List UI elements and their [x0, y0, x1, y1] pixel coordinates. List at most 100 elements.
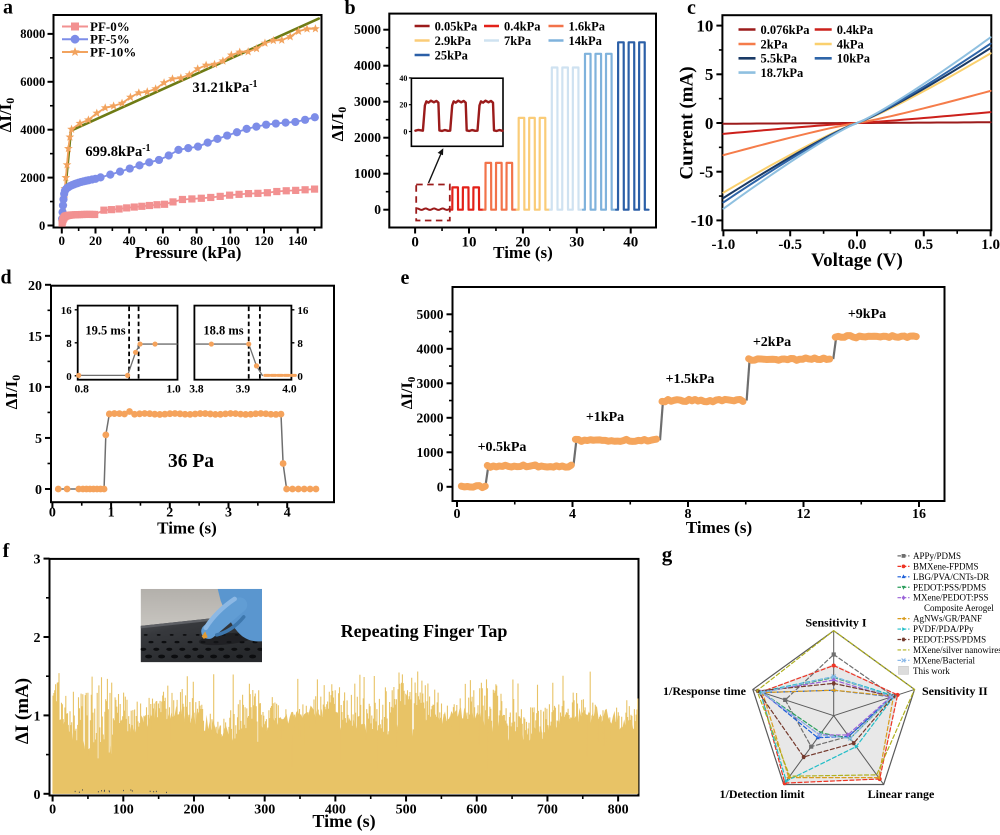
svg-text:4000: 4000: [20, 123, 45, 137]
svg-text:Current (mA): Current (mA): [677, 66, 698, 179]
svg-text:8000: 8000: [20, 27, 45, 41]
svg-text:4000: 4000: [417, 341, 444, 356]
svg-text:Repeating Finger Tap: Repeating Finger Tap: [341, 621, 508, 641]
svg-text:PF-5%: PF-5%: [90, 32, 130, 47]
svg-text:Pressure (kPa): Pressure (kPa): [135, 243, 242, 262]
svg-text:PVDF/PDA/PPy: PVDF/PDA/PPy: [913, 624, 974, 634]
svg-text:+0.5kPa: +0.5kPa: [478, 440, 527, 455]
svg-text:Time (s): Time (s): [157, 519, 217, 538]
svg-text:5: 5: [35, 432, 42, 447]
svg-text:g: g: [662, 542, 673, 566]
svg-text:36 Pa: 36 Pa: [168, 451, 214, 472]
svg-text:-0.5: -0.5: [778, 237, 802, 253]
svg-text:140: 140: [288, 233, 308, 248]
svg-text:0: 0: [66, 371, 72, 383]
svg-text:Voltage (V): Voltage (V): [811, 250, 903, 271]
svg-text:0.4kPa: 0.4kPa: [837, 23, 874, 37]
svg-text:0.076kPa: 0.076kPa: [761, 23, 811, 37]
svg-text:e: e: [401, 267, 410, 289]
svg-text:MXene/silver nanowires: MXene/silver nanowires: [913, 645, 1000, 655]
svg-text:PF-10%: PF-10%: [90, 45, 136, 60]
svg-text:40: 40: [623, 235, 638, 251]
svg-text:PF-0%: PF-0%: [90, 19, 130, 34]
svg-text:3.8: 3.8: [189, 384, 204, 396]
svg-text:10: 10: [696, 16, 713, 35]
svg-text:0: 0: [49, 506, 56, 521]
svg-text:+9kPa: +9kPa: [848, 307, 886, 322]
svg-text:8: 8: [685, 507, 692, 522]
svg-text:30: 30: [569, 235, 584, 251]
svg-text:3.9: 3.9: [236, 384, 251, 396]
svg-text:0: 0: [705, 114, 714, 133]
svg-text:ΔI (mA): ΔI (mA): [12, 678, 33, 744]
svg-text:4kPa: 4kPa: [837, 37, 865, 51]
svg-text:APPy/PDMS: APPy/PDMS: [913, 551, 961, 561]
svg-text:16: 16: [61, 305, 73, 317]
svg-text:8: 8: [66, 338, 72, 350]
svg-text:0: 0: [297, 371, 303, 383]
svg-text:MXene/PEDOT:PSS: MXene/PEDOT:PSS: [913, 593, 989, 603]
svg-text:0: 0: [35, 483, 42, 498]
svg-text:200: 200: [184, 803, 205, 818]
svg-text:12: 12: [797, 507, 811, 522]
svg-text:18.8 ms: 18.8 ms: [203, 324, 243, 338]
svg-text:Time (s): Time (s): [312, 811, 375, 832]
svg-text:1/Response time: 1/Response time: [663, 684, 747, 698]
svg-text:3: 3: [225, 506, 232, 521]
svg-text:1000: 1000: [354, 166, 381, 181]
svg-text:120: 120: [254, 233, 274, 248]
svg-text:1: 1: [34, 709, 41, 724]
svg-text:Sensitivity I: Sensitivity I: [805, 616, 866, 630]
svg-text:16: 16: [912, 507, 926, 522]
svg-text:Composite Aerogel: Composite Aerogel: [924, 603, 994, 613]
svg-text:0: 0: [49, 803, 56, 818]
svg-text:5000: 5000: [354, 22, 381, 37]
svg-text:600: 600: [466, 803, 487, 818]
svg-text:6000: 6000: [20, 75, 45, 89]
svg-text:400: 400: [325, 803, 346, 818]
svg-text:f: f: [3, 540, 10, 562]
svg-text:2000: 2000: [354, 130, 381, 145]
svg-text:0.05kPa: 0.05kPa: [435, 19, 478, 33]
svg-text:0: 0: [59, 233, 66, 248]
svg-text:0: 0: [411, 235, 419, 251]
svg-text:PEDOT:PSS/PDMS: PEDOT:PSS/PDMS: [913, 582, 986, 592]
svg-text:ΔI/I0: ΔI/I0: [399, 376, 418, 409]
svg-text:b: b: [344, 0, 355, 19]
svg-text:10: 10: [462, 235, 477, 251]
svg-text:MXene/Bacterial: MXene/Bacterial: [913, 655, 975, 665]
svg-text:-10: -10: [691, 211, 714, 230]
svg-text:300: 300: [254, 803, 275, 818]
svg-text:2000: 2000: [417, 410, 444, 425]
svg-text:5.5kPa: 5.5kPa: [761, 52, 798, 66]
svg-text:3: 3: [34, 553, 41, 568]
svg-text:20: 20: [89, 233, 102, 248]
svg-text:Sensitivity II: Sensitivity II: [922, 684, 988, 698]
svg-text:0: 0: [403, 128, 407, 137]
svg-text:18.7kPa: 18.7kPa: [761, 66, 804, 80]
svg-text:31.21kPa-1: 31.21kPa-1: [192, 79, 257, 96]
svg-text:700: 700: [537, 803, 558, 818]
svg-text:15: 15: [28, 330, 42, 345]
svg-text:-5: -5: [699, 163, 713, 182]
svg-text:40: 40: [399, 74, 407, 83]
svg-text:4.0: 4.0: [282, 384, 297, 396]
svg-text:800: 800: [608, 803, 629, 818]
svg-text:19.5 ms: 19.5 ms: [85, 324, 125, 338]
svg-text:2: 2: [166, 506, 173, 521]
svg-text:1000: 1000: [417, 445, 444, 460]
svg-text:1: 1: [108, 506, 115, 521]
svg-text:PEDOT:PSS/PDMS: PEDOT:PSS/PDMS: [913, 635, 986, 645]
svg-text:3000: 3000: [354, 94, 381, 109]
svg-text:+1kPa: +1kPa: [586, 410, 624, 425]
svg-text:0: 0: [454, 507, 461, 522]
svg-text:699.8kPa-1: 699.8kPa-1: [85, 143, 150, 160]
svg-text:5: 5: [705, 65, 714, 84]
svg-text:2000: 2000: [20, 171, 45, 185]
svg-text:4000: 4000: [354, 58, 381, 73]
svg-text:10kPa: 10kPa: [837, 52, 871, 66]
svg-text:2: 2: [34, 631, 41, 646]
svg-text:1.0: 1.0: [981, 237, 1000, 253]
svg-text:7kPa: 7kPa: [504, 34, 532, 48]
svg-text:Times (s): Times (s): [686, 518, 752, 537]
